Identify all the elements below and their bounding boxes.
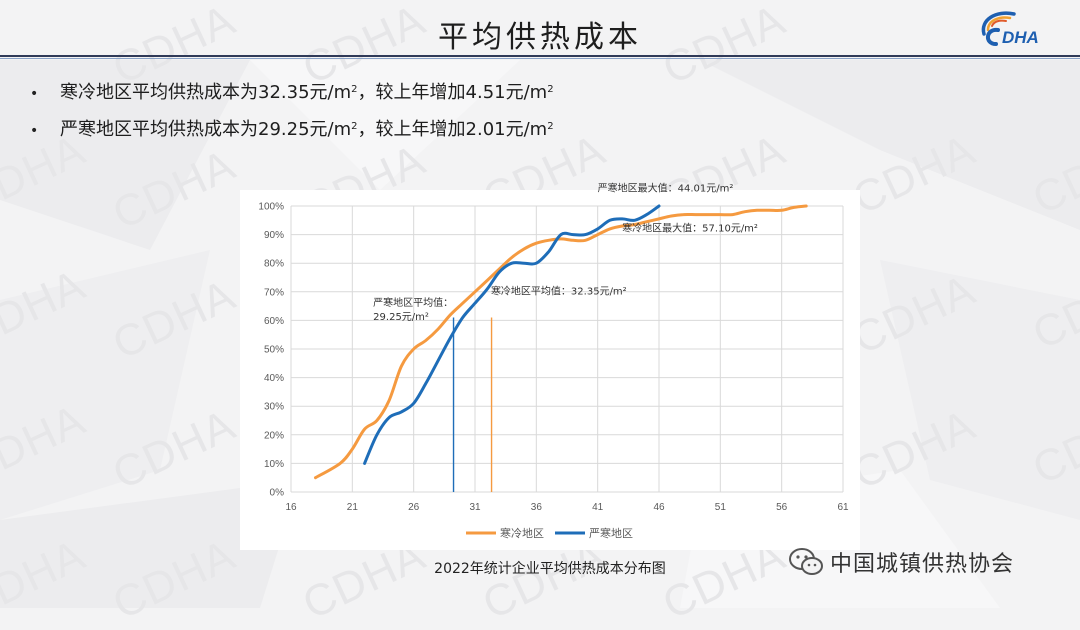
bullet-item: • 严寒地区平均供热成本为29.25元/m2，较上年增加2.01元/m2 — [30, 115, 554, 141]
header-divider — [0, 55, 1080, 57]
x-tick-label: 16 — [285, 502, 297, 513]
series-line — [314, 204, 808, 480]
x-tick-label: 31 — [469, 502, 481, 513]
bullet-item: • 寒冷地区平均供热成本为32.35元/m2，较上年增加4.51元/m2 — [30, 78, 554, 104]
header-divider-accent — [0, 58, 1080, 59]
cdha-logo: DHA — [981, 11, 1039, 47]
y-tick-label: 40% — [264, 373, 284, 384]
bullet-text: 严寒地区平均供热成本为29.25元/m2，较上年增加2.01元/m2 — [60, 119, 554, 140]
x-tick-label: 36 — [531, 502, 543, 513]
annotation-label: 寒冷地区平均值：32.35元/m² — [491, 285, 627, 298]
bullet-marker: • — [30, 86, 39, 102]
wechat-account: 中国城镇供热协会 — [788, 546, 1014, 578]
legend-label: 寒冷地区 — [500, 526, 544, 540]
x-tick-label: 56 — [776, 502, 788, 513]
y-tick-label: 20% — [264, 430, 284, 441]
y-tick-label: 10% — [264, 459, 284, 470]
logo-text: DHA — [1002, 28, 1039, 47]
y-tick-label: 90% — [264, 230, 284, 241]
background-pattern — [0, 0, 1080, 608]
annotation-label: 寒冷地区最大值：57.10元/m² — [622, 222, 758, 235]
x-tick-label: 61 — [837, 502, 849, 513]
y-tick-label: 50% — [264, 345, 284, 356]
x-tick-label: 41 — [592, 502, 604, 513]
x-tick-label: 51 — [715, 502, 727, 513]
cost-distribution-chart: 0% 10% 20% 30% 40% 50% 60% 70% 80% 90% 100% 16 21 26 3… — [240, 182, 860, 550]
bullet-list: • 寒冷地区平均供热成本为32.35元/m2，较上年增加4.51元/m2 • 严… — [30, 78, 554, 152]
annotation-label: 严寒地区最大值：44.01元/m² — [598, 182, 734, 195]
y-tick-label: 30% — [264, 402, 284, 413]
annotation-label: 严寒地区平均值： 29.25元/m² — [373, 296, 453, 323]
y-tick-label: 60% — [264, 316, 284, 327]
logo-arc-icon — [981, 11, 1016, 36]
y-tick-label: 70% — [264, 287, 284, 298]
x-tick-label: 46 — [653, 502, 665, 513]
bullet-marker: • — [30, 123, 39, 139]
wechat-icon — [789, 548, 823, 575]
y-tick-label: 80% — [264, 259, 284, 270]
page-title: 平均供热成本 — [438, 20, 642, 55]
logo-c-icon — [986, 27, 1000, 46]
chart-caption: 2022年统计企业平均供热成本分布图 — [434, 561, 666, 577]
wechat-account-name: 中国城镇供热协会 — [830, 552, 1015, 577]
legend-label: 严寒地区 — [589, 526, 633, 540]
y-tick-label: 100% — [258, 202, 284, 213]
bullet-text: 寒冷地区平均供热成本为32.35元/m2，较上年增加4.51元/m2 — [60, 82, 554, 103]
y-tick-label: 0% — [270, 488, 285, 499]
x-tick-label: 26 — [408, 502, 420, 513]
series-line — [363, 204, 661, 465]
x-tick-label: 21 — [347, 502, 359, 513]
chart-area — [240, 190, 860, 550]
